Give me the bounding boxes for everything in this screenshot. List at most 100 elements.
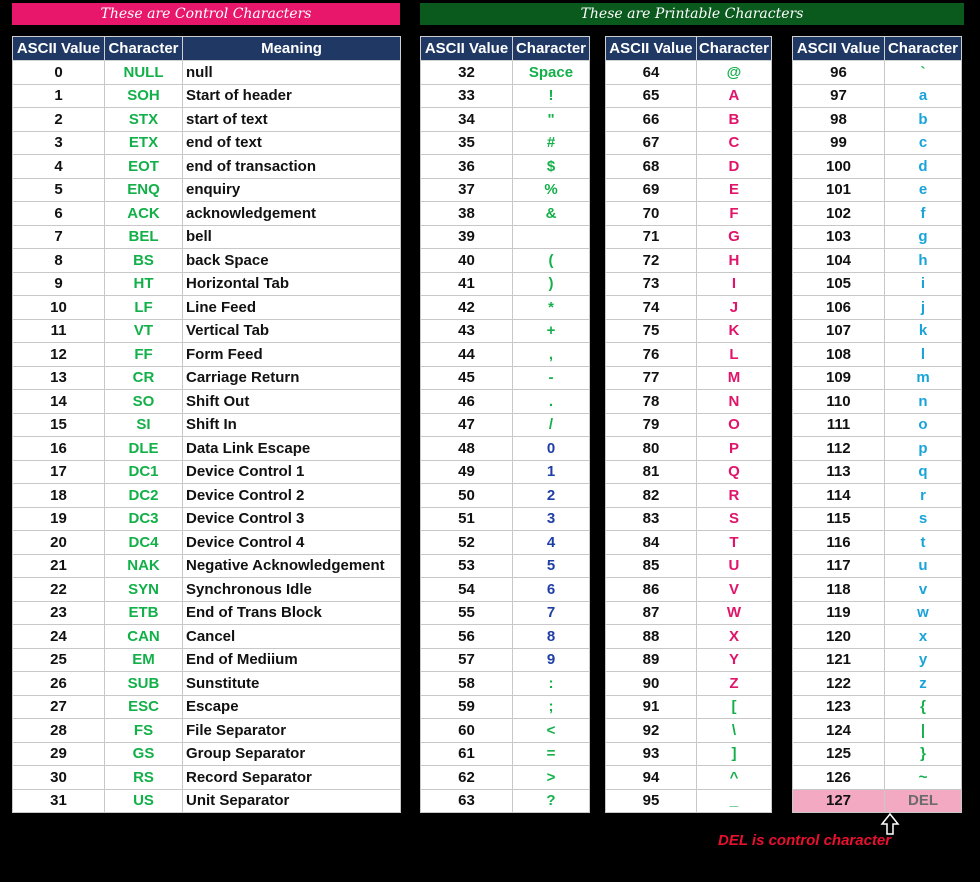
meaning-cell: End of Mediium bbox=[182, 647, 401, 672]
character-cell: i bbox=[884, 271, 962, 296]
ascii-value-cell: 65 bbox=[605, 83, 697, 108]
ascii-value-cell: 73 bbox=[605, 271, 697, 296]
table-row: 108 l bbox=[792, 342, 962, 367]
character-cell: + bbox=[512, 318, 590, 343]
ascii-value-cell: 89 bbox=[605, 647, 697, 672]
table-row: 71 G bbox=[605, 224, 773, 249]
ascii-value-cell: 56 bbox=[420, 624, 513, 649]
character-cell: _ bbox=[695, 788, 773, 813]
table-row: 9 HT Horizontal Tab bbox=[12, 271, 401, 296]
ascii-value-cell: 77 bbox=[605, 365, 697, 390]
character-cell: w bbox=[884, 600, 962, 625]
meaning-cell: File Separator bbox=[182, 718, 401, 743]
ascii-value-cell: 79 bbox=[605, 412, 697, 437]
character-cell: N bbox=[695, 389, 773, 414]
table-row: 37% bbox=[420, 177, 590, 202]
table-row: 73 I bbox=[605, 271, 773, 296]
character-cell: Space bbox=[512, 60, 590, 85]
character-cell: SYN bbox=[104, 577, 183, 602]
table-row: 127 DEL bbox=[792, 788, 962, 813]
ascii-value-cell: 54 bbox=[420, 577, 513, 602]
meaning-cell: Sunstitute bbox=[182, 671, 401, 696]
table-row: 123{ bbox=[792, 694, 962, 719]
character-cell: c bbox=[884, 130, 962, 155]
header-character: Character bbox=[884, 36, 962, 61]
table-row: 25 EM End of Mediium bbox=[12, 647, 401, 672]
character-cell: Y bbox=[695, 647, 773, 672]
header-ascii-value: ASCII Value bbox=[12, 36, 105, 61]
ascii-value-cell: 84 bbox=[605, 530, 697, 555]
ascii-value-cell: 71 bbox=[605, 224, 697, 249]
meaning-cell: end of transaction bbox=[182, 154, 401, 179]
meaning-cell: Cancel bbox=[182, 624, 401, 649]
character-cell: : bbox=[512, 671, 590, 696]
table-row: 24 CAN Cancel bbox=[12, 624, 401, 649]
meaning-cell: Vertical Tab bbox=[182, 318, 401, 343]
character-cell: 1 bbox=[512, 459, 590, 484]
character-cell: | bbox=[884, 718, 962, 743]
character-cell: b bbox=[884, 107, 962, 132]
character-cell: - bbox=[512, 365, 590, 390]
meaning-cell: Carriage Return bbox=[182, 365, 401, 390]
ascii-value-cell: 53 bbox=[420, 553, 513, 578]
table-row: 75 K bbox=[605, 318, 773, 343]
character-cell: r bbox=[884, 483, 962, 508]
ascii-value-cell: 82 bbox=[605, 483, 697, 508]
table-row: 112 p bbox=[792, 436, 962, 461]
table-row: 106 j bbox=[792, 295, 962, 320]
character-cell: C bbox=[695, 130, 773, 155]
character-cell: Q bbox=[695, 459, 773, 484]
ascii-value-cell: 28 bbox=[12, 718, 105, 743]
ascii-value-cell: 31 bbox=[12, 788, 105, 813]
table-row: 105 i bbox=[792, 271, 962, 296]
ascii-value-cell: 7 bbox=[12, 224, 105, 249]
meaning-cell: Horizontal Tab bbox=[182, 271, 401, 296]
ascii-value-cell: 101 bbox=[792, 177, 885, 202]
character-cell: ^ bbox=[695, 765, 773, 790]
character-cell: ETX bbox=[104, 130, 183, 155]
table-row: 63? bbox=[420, 788, 590, 813]
meaning-cell: Escape bbox=[182, 694, 401, 719]
meaning-cell: Device Control 3 bbox=[182, 506, 401, 531]
ascii-value-cell: 91 bbox=[605, 694, 697, 719]
ascii-value-cell: 27 bbox=[12, 694, 105, 719]
character-cell: z bbox=[884, 671, 962, 696]
table-row: 0 NULL null bbox=[12, 60, 401, 85]
ascii-value-cell: 123 bbox=[792, 694, 885, 719]
table-row: 28 FS File Separator bbox=[12, 718, 401, 743]
meaning-cell: Start of header bbox=[182, 83, 401, 108]
table-row: 74 J bbox=[605, 295, 773, 320]
character-cell: , bbox=[512, 342, 590, 367]
table-row: 66 B bbox=[605, 107, 773, 132]
ascii-value-cell: 46 bbox=[420, 389, 513, 414]
ascii-value-cell: 87 bbox=[605, 600, 697, 625]
ascii-value-cell: 52 bbox=[420, 530, 513, 555]
ascii-value-cell: 116 bbox=[792, 530, 885, 555]
meaning-cell: end of text bbox=[182, 130, 401, 155]
meaning-cell: Form Feed bbox=[182, 342, 401, 367]
table-row: 107 k bbox=[792, 318, 962, 343]
ascii-value-cell: 33 bbox=[420, 83, 513, 108]
character-cell: a bbox=[884, 83, 962, 108]
up-arrow-icon bbox=[880, 812, 900, 835]
character-cell: DLE bbox=[104, 436, 183, 461]
ascii-value-cell: 95 bbox=[605, 788, 697, 813]
meaning-cell: bell bbox=[182, 224, 401, 249]
table-header-row: ASCII Value Character bbox=[792, 36, 962, 61]
ascii-value-cell: 4 bbox=[12, 154, 105, 179]
character-cell: q bbox=[884, 459, 962, 484]
ascii-value-cell: 43 bbox=[420, 318, 513, 343]
character-cell: t bbox=[884, 530, 962, 555]
ascii-value-cell: 108 bbox=[792, 342, 885, 367]
ascii-value-cell: 35 bbox=[420, 130, 513, 155]
table-row: 27 ESC Escape bbox=[12, 694, 401, 719]
character-cell: 7 bbox=[512, 600, 590, 625]
table-row: 54 6 bbox=[420, 577, 590, 602]
table-row: 46. bbox=[420, 389, 590, 414]
character-cell: 5 bbox=[512, 553, 590, 578]
table-row: 36 $ bbox=[420, 154, 590, 179]
ascii-value-cell: 103 bbox=[792, 224, 885, 249]
character-cell: ( bbox=[512, 248, 590, 273]
character-cell: / bbox=[512, 412, 590, 437]
ascii-value-cell: 51 bbox=[420, 506, 513, 531]
